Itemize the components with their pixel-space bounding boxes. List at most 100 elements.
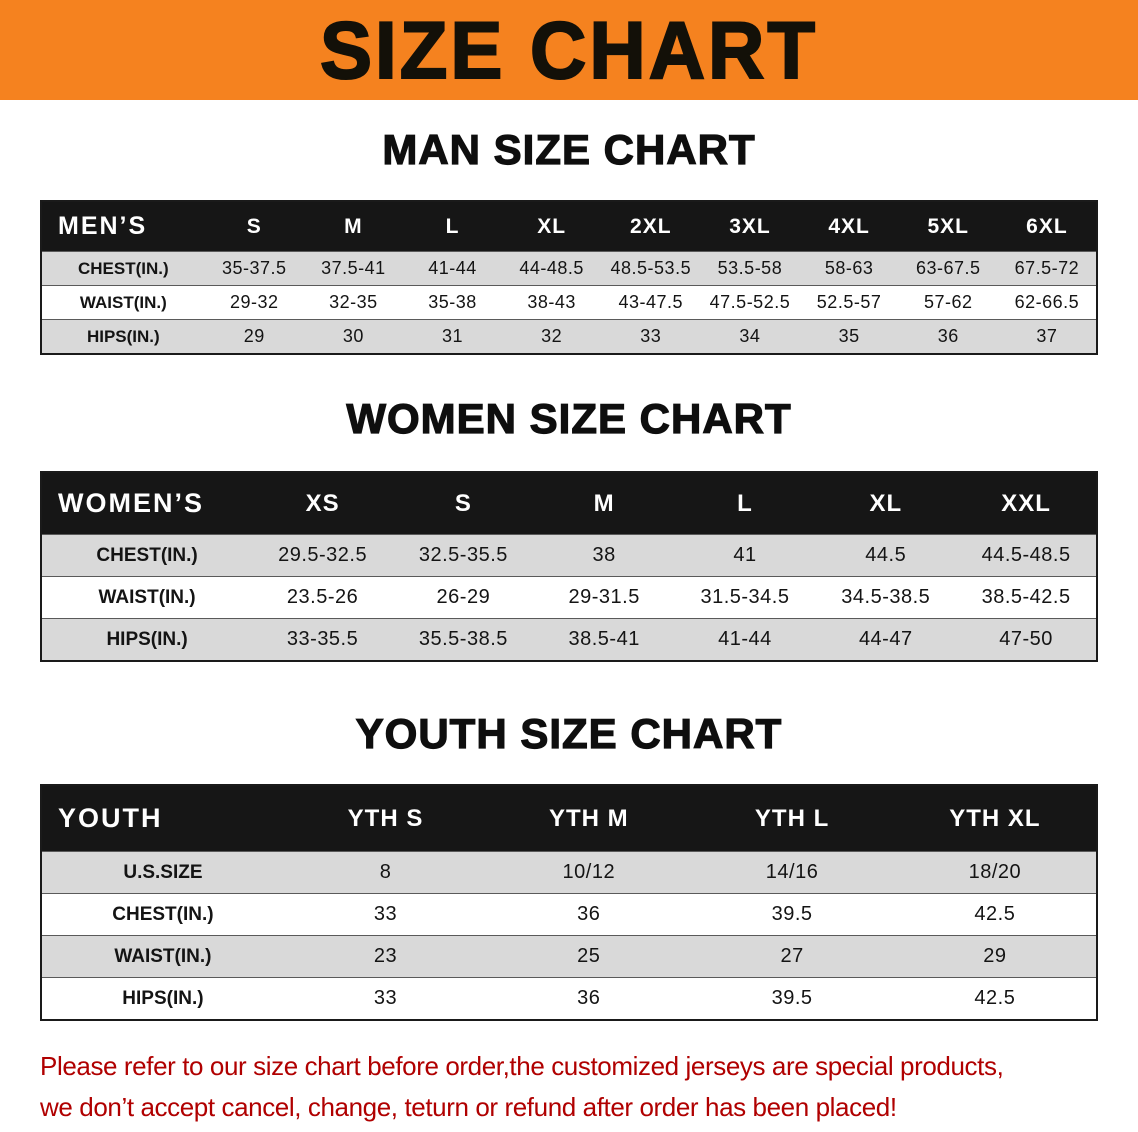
size-value-cell: 44-48.5 xyxy=(519,258,584,278)
size-value-cell: 44.5 xyxy=(865,544,907,566)
row-label: WAIST(IN.) xyxy=(114,945,212,967)
size-value-cell: 33 xyxy=(373,987,398,1009)
size-header-cell: XL xyxy=(502,201,602,252)
table-title-cell: YOUTH xyxy=(41,785,284,852)
size-value-cell: 44.5-48.5 xyxy=(981,544,1071,566)
size-value-cell: 29-31.5 xyxy=(568,586,640,608)
size-value-cell: 26-29 xyxy=(436,586,491,608)
size-value-cell: 32-35 xyxy=(329,292,378,312)
size-value-cell: 38.5-42.5 xyxy=(981,586,1071,608)
size-value-cell: 34.5-38.5 xyxy=(841,586,931,608)
size-header-cell: 2XL xyxy=(601,201,701,252)
table-header-row: WOMEN’S XS S M L XL XXL xyxy=(41,472,1097,535)
size-value-cell: 23 xyxy=(373,945,398,967)
table-header-row: MEN’S S M L XL 2XL 3XL 4XL 5XL 6XL xyxy=(41,201,1097,252)
size-value-cell: 33-35.5 xyxy=(286,628,359,650)
size-table: WOMEN’S XS S M L XL XXL CHEST(IN.) 29.5-32.5 32.5… xyxy=(40,471,1098,662)
row-label: HIPS(IN.) xyxy=(106,628,188,650)
size-value-cell: 44-47 xyxy=(858,628,913,650)
size-header-cell: XS xyxy=(252,472,393,535)
size-value-cell: 25 xyxy=(577,945,601,967)
size-value-cell: 29 xyxy=(243,326,265,346)
row-label: WAIST(IN.) xyxy=(79,292,167,312)
size-value-cell: 41-44 xyxy=(428,258,477,278)
size-value-cell: 36 xyxy=(937,326,959,346)
size-value-cell: 37.5-41 xyxy=(321,258,386,278)
size-value-cell: 47-50 xyxy=(999,628,1053,650)
size-value-cell: 35.5-38.5 xyxy=(418,628,508,650)
size-value-cell: 31.5-34.5 xyxy=(700,586,790,608)
disclaimer: Please refer to our size chart before or… xyxy=(40,1051,1118,1123)
size-header-cell: YTH XL xyxy=(893,785,1097,852)
table-row: CHEST(IN.) 33 36 39.5 42.5 xyxy=(41,893,1097,936)
row-label: U.S.SIZE xyxy=(123,861,203,883)
size-value-cell: 39.5 xyxy=(771,987,813,1009)
table-title-cell: MEN’S xyxy=(41,201,205,252)
row-label: CHEST(IN.) xyxy=(112,903,214,925)
size-value-cell: 33 xyxy=(640,326,662,346)
size-value-cell: 34 xyxy=(739,326,761,346)
size-header-cell: 4XL xyxy=(799,201,899,252)
size-value-cell: 41 xyxy=(733,544,757,566)
size-value-cell: 35-37.5 xyxy=(221,258,287,278)
size-header-cell: 3XL xyxy=(700,201,800,252)
size-table: YOUTH YTH S YTH M YTH L YTH XL U.S.SIZE 8 10/12… xyxy=(40,784,1098,1021)
size-value-cell: 53.5-58 xyxy=(717,258,783,278)
youth-size-table-container: YOUTH YTH S YTH M YTH L YTH XL U.S.SIZE 8 10/12… xyxy=(40,784,1098,1021)
size-value-cell: 43-47.5 xyxy=(618,292,684,312)
man-size-table-container: MEN’S S M L XL 2XL 3XL 4XL 5XL 6XL CHEST(IN.) 35-37… xyxy=(40,200,1098,355)
table-row: HIPS(IN.) 33-35.5 35.5-38.5 38.5-41 41-44 44-… xyxy=(41,618,1097,661)
size-value-cell: 38-43 xyxy=(527,292,576,312)
banner-title: SIZE CHART xyxy=(319,3,818,97)
size-header-cell: M xyxy=(533,472,675,535)
size-header-cell: XL xyxy=(815,472,957,535)
table-row: CHEST(IN.) 29.5-32.5 32.5-35.5 38 41 44.5 44.5… xyxy=(41,534,1097,577)
size-value-cell: 62-66.5 xyxy=(1014,292,1080,312)
size-value-cell: 29.5-32.5 xyxy=(278,544,368,566)
size-value-cell: 30 xyxy=(342,326,364,346)
women-size-table-container: WOMEN’S XS S M L XL XXL CHEST(IN.) 29.5-32.5 32.5… xyxy=(40,471,1098,662)
size-header-cell: L xyxy=(674,472,816,535)
size-value-cell: 23.5-26 xyxy=(286,586,359,608)
table-row: U.S.SIZE 8 10/12 14/16 18/20 xyxy=(41,851,1097,894)
row-label: CHEST(IN.) xyxy=(96,544,198,566)
size-value-cell: 36 xyxy=(577,987,601,1009)
size-value-cell: 18/20 xyxy=(968,861,1022,883)
women-section-heading: WOMEN SIZE CHART xyxy=(346,394,792,442)
man-size-section: MAN SIZE CHART MEN’S S M L XL 2XL 3XL 4XL 5XL 6XL… xyxy=(0,125,1138,355)
youth-section-heading: YOUTH SIZE CHART xyxy=(355,709,783,757)
size-value-cell: 35-38 xyxy=(428,292,477,312)
size-value-cell: 14/16 xyxy=(765,861,819,883)
size-header-cell: 5XL xyxy=(898,201,998,252)
size-value-cell: 35 xyxy=(838,326,860,346)
table-row: HIPS(IN.) 33 36 39.5 42.5 xyxy=(41,977,1097,1020)
size-value-cell: 52.5-57 xyxy=(816,292,882,312)
size-value-cell: 33 xyxy=(373,903,398,925)
table-row: WAIST(IN.) 23 25 27 29 xyxy=(41,935,1097,978)
size-value-cell: 39.5 xyxy=(771,903,813,925)
disclaimer-line-1: Please refer to our size chart before or… xyxy=(40,1051,1004,1081)
row-label: HIPS(IN.) xyxy=(86,326,160,346)
size-value-cell: 48.5-53.5 xyxy=(610,258,692,278)
man-section-heading: MAN SIZE CHART xyxy=(382,125,756,173)
row-label: WAIST(IN.) xyxy=(98,586,196,608)
size-header-cell: S xyxy=(392,472,534,535)
size-header-cell: L xyxy=(402,201,503,252)
table-header-row: YOUTH YTH S YTH M YTH L YTH XL xyxy=(41,785,1097,852)
size-header-cell: YTH M xyxy=(487,785,691,852)
size-value-cell: 38 xyxy=(592,544,616,566)
row-label: CHEST(IN.) xyxy=(78,258,169,278)
size-chart-banner: SIZE CHART xyxy=(0,0,1138,100)
size-value-cell: 29-32 xyxy=(229,292,279,312)
size-header-cell: S xyxy=(204,201,304,252)
size-value-cell: 38.5-41 xyxy=(568,628,640,650)
size-table: MEN’S S M L XL 2XL 3XL 4XL 5XL 6XL CHEST(IN.) 35-37… xyxy=(40,200,1098,355)
size-value-cell: 32 xyxy=(541,326,563,346)
size-value-cell: 27 xyxy=(780,945,804,967)
row-label: HIPS(IN.) xyxy=(122,987,204,1009)
size-value-cell: 42.5 xyxy=(974,987,1016,1009)
size-header-cell: YTH L xyxy=(690,785,894,852)
size-value-cell: 10/12 xyxy=(562,861,616,883)
size-value-cell: 57-62 xyxy=(923,292,973,312)
table-row: WAIST(IN.) 23.5-26 26-29 29-31.5 31.5-34.5 34… xyxy=(41,576,1097,619)
